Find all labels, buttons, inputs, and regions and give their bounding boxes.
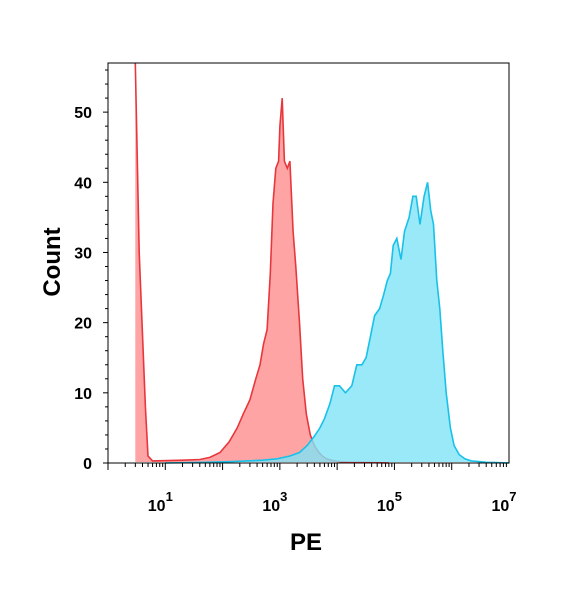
series-2-line bbox=[165, 182, 510, 464]
y-tick-label: 20 bbox=[74, 316, 92, 333]
x-tick-label: 101 bbox=[148, 489, 173, 515]
x-axis: 101 103 105 107 bbox=[107, 463, 517, 515]
x-tick-label: 107 bbox=[491, 489, 516, 515]
y-axis: 0 10 20 30 40 50 bbox=[74, 69, 108, 473]
y-tick-label: 0 bbox=[83, 456, 92, 473]
y-axis-title: Count bbox=[39, 227, 66, 296]
y-tick-label: 40 bbox=[74, 175, 92, 192]
x-axis-title: PE bbox=[290, 529, 322, 556]
y-tick-label: 50 bbox=[74, 105, 92, 122]
x-tick-label: 103 bbox=[262, 489, 287, 515]
series-areas bbox=[134, 62, 510, 464]
x-tick-label: 105 bbox=[377, 489, 402, 515]
series-2-area bbox=[165, 182, 510, 464]
series-1-area bbox=[135, 63, 389, 463]
y-tick-label: 30 bbox=[74, 245, 92, 262]
plot-frame bbox=[107, 62, 510, 464]
y-tick-label: 10 bbox=[74, 386, 92, 403]
